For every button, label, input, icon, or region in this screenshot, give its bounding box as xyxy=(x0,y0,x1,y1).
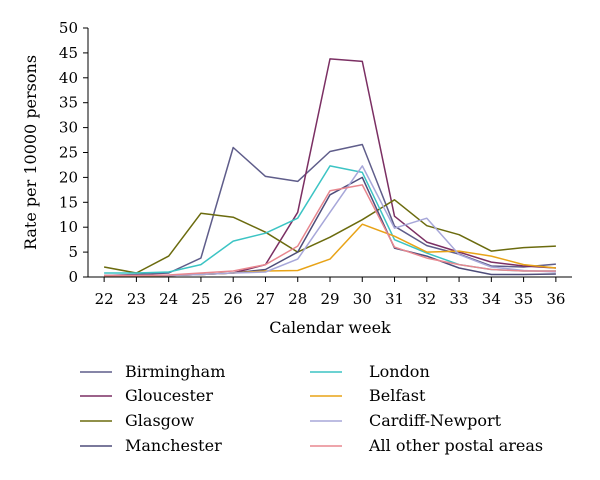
y-tick-label: 50 xyxy=(59,19,78,37)
series-line-cardiff-newport xyxy=(104,165,556,277)
x-tick-label: 35 xyxy=(514,290,533,308)
y-tick-label: 40 xyxy=(59,69,78,87)
legend-label-manchester: Manchester xyxy=(125,436,222,455)
x-tick-label: 25 xyxy=(191,290,210,308)
y-tick-label: 0 xyxy=(68,268,78,286)
x-tick-label: 28 xyxy=(288,290,307,308)
x-tick-label: 31 xyxy=(385,290,404,308)
x-tick-label: 32 xyxy=(417,290,436,308)
legend-label-glasgow: Glasgow xyxy=(125,411,195,430)
x-tick-label: 29 xyxy=(320,290,339,308)
legend-label-belfast: Belfast xyxy=(369,386,426,405)
x-tick-label: 34 xyxy=(482,290,501,308)
series-line-birmingham xyxy=(104,143,556,277)
x-tick-label: 30 xyxy=(353,290,372,308)
y-tick-label: 5 xyxy=(68,243,78,261)
legend-label-all-other-postal-areas: All other postal areas xyxy=(368,436,543,455)
x-tick-label: 24 xyxy=(159,290,178,308)
y-tick-label: 20 xyxy=(59,168,78,186)
x-tick-label: 22 xyxy=(95,290,114,308)
y-tick-label: 25 xyxy=(59,144,78,162)
x-tick-label: 26 xyxy=(224,290,243,308)
y-tick-label: 10 xyxy=(59,218,78,236)
y-tick-label: 35 xyxy=(59,94,78,112)
y-tick-label: 15 xyxy=(59,193,78,211)
legend: Birmingham Gloucester Glasgow Manchester Lon… xyxy=(80,362,543,455)
y-axis-title: Rate per 10000 persons xyxy=(21,55,40,250)
x-tick-label: 23 xyxy=(127,290,146,308)
series-line-all-other-postal-areas xyxy=(104,184,556,277)
y-axis-ticks: 0 5 10 15 20 25 30 35 40 45 50 xyxy=(59,19,88,286)
series-line-glasgow xyxy=(103,199,556,274)
legend-label-cardiff-newport: Cardiff-Newport xyxy=(369,411,502,430)
x-tick-label: 36 xyxy=(546,290,565,308)
legend-label-london: London xyxy=(369,362,430,381)
x-axis-ticks: 22 23 24 25 26 27 28 29 30 31 32 33 34 35 36 xyxy=(95,277,565,308)
legend-label-birmingham: Birmingham xyxy=(125,362,225,381)
x-tick-label: 33 xyxy=(450,290,469,308)
y-tick-label: 30 xyxy=(59,119,78,137)
legend-label-gloucester: Gloucester xyxy=(125,386,213,405)
y-tick-label: 45 xyxy=(59,44,78,62)
series-lines xyxy=(103,58,556,277)
x-tick-label: 27 xyxy=(256,290,275,308)
x-axis-title: Calendar week xyxy=(269,318,391,337)
series-line-london xyxy=(104,165,556,274)
